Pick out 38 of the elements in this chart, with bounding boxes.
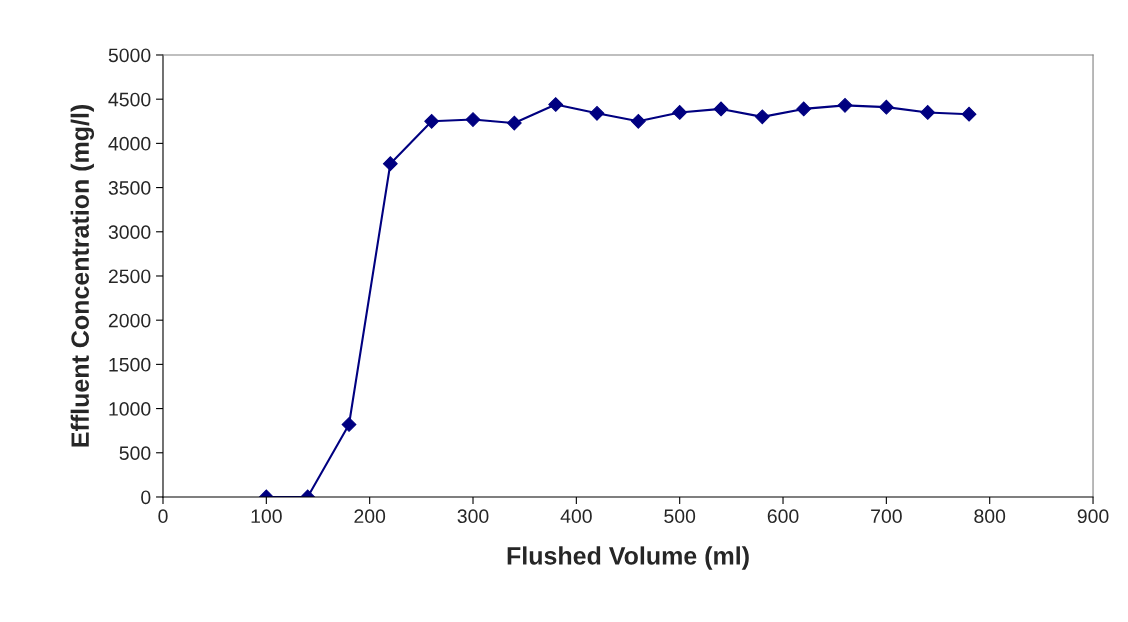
point [796, 101, 812, 117]
point [920, 105, 936, 120]
x-tick-label: 0 [158, 509, 168, 524]
y-tick-label: 5000 [108, 48, 151, 63]
point [548, 97, 564, 112]
x-tick-label: 300 [457, 509, 489, 524]
x-tick-label: 400 [560, 509, 592, 524]
point [672, 105, 688, 120]
point [837, 97, 853, 113]
x-tick-label: 700 [871, 509, 902, 524]
y-tick-label: 3500 [108, 181, 151, 195]
x-tick-label: 100 [251, 509, 282, 524]
point [589, 105, 605, 121]
point [424, 113, 440, 129]
y-tick-label: 4000 [108, 136, 151, 151]
y-tick-label: 0 [141, 490, 151, 505]
y-tick-label: 2500 [108, 269, 151, 284]
point [382, 156, 398, 172]
x-tick-label: 800 [974, 509, 1006, 524]
point [713, 101, 729, 117]
point [630, 113, 646, 129]
x-tick-label: 500 [664, 509, 696, 524]
x-tick-label: 900 [1077, 509, 1109, 524]
y-tick-label: 2000 [108, 313, 151, 328]
y-tick-label: 1500 [109, 357, 151, 372]
x-tick-label: 600 [767, 509, 799, 524]
point [878, 99, 894, 115]
point [506, 115, 522, 131]
y-tick-label: 500 [119, 446, 151, 461]
y-tick-label: 3000 [108, 225, 151, 240]
x-tick-label: 200 [354, 509, 386, 524]
y-tick-label: 4500 [108, 92, 151, 107]
y-tick-label: 1000 [109, 402, 151, 416]
point [961, 106, 977, 122]
y-axis-title: Effluent Concentration (mg/l) [70, 105, 95, 447]
point [465, 112, 481, 127]
x-axis-title: Flushed Volume (ml) [507, 546, 749, 570]
point [754, 109, 770, 125]
